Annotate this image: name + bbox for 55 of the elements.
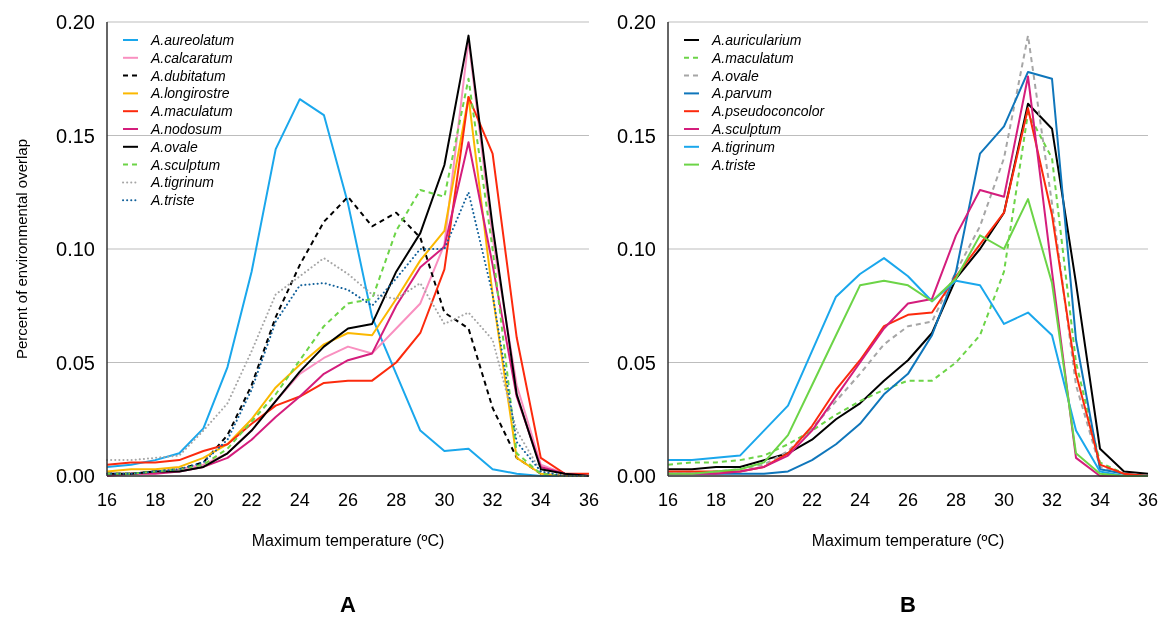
x-tick-label: 18 <box>705 490 727 510</box>
x-tick-label: 26 <box>897 490 919 510</box>
x-tick-label: 20 <box>193 490 214 510</box>
legend-label: A.sculptum <box>150 156 221 173</box>
legend-label: A.longirostre <box>150 85 230 102</box>
x-axis-title: Maximum temperature (ºC) <box>811 532 1005 549</box>
x-tick-label: 16 <box>96 490 118 510</box>
legend-label: A.maculatum <box>711 49 795 66</box>
x-tick-label: 36 <box>578 490 600 510</box>
legend-label: A.ovale <box>711 67 759 84</box>
legend-label: A.aureolatum <box>150 31 235 48</box>
x-tick-label: 24 <box>849 490 871 510</box>
text: B <box>900 592 916 617</box>
legend-label: A.nodosum <box>150 120 223 137</box>
x-tick-label: 24 <box>289 490 310 510</box>
y-tick-label: 0.10 <box>56 238 95 260</box>
x-tick-label: 16 <box>657 490 679 510</box>
x-tick-label: 32 <box>482 490 503 510</box>
y-axis-title: Percent of environmental overlap <box>13 138 30 360</box>
legend-label: A.pseudoconcolor <box>711 103 826 120</box>
x-tick-label: 36 <box>1137 490 1159 510</box>
x-tick-label: 22 <box>801 490 823 510</box>
y-tick-label: 0.20 <box>617 11 656 33</box>
y-tick-label: 0.15 <box>617 124 656 147</box>
x-tick-label: 32 <box>1041 490 1063 510</box>
y-tick-label: 0.20 <box>56 11 95 33</box>
y-tick-label: 0.15 <box>56 124 95 147</box>
legend-label: A.calcaratum <box>150 49 234 66</box>
x-tick-label: 20 <box>753 490 775 510</box>
legend-label: A.dubitatum <box>150 67 227 84</box>
y-tick-label: 0.00 <box>617 465 656 487</box>
x-tick-label: 34 <box>1089 490 1111 510</box>
x-tick-label: 18 <box>145 490 166 510</box>
x-tick-label: 30 <box>434 490 455 510</box>
y-tick-label: 0.00 <box>56 465 95 487</box>
x-tick-label: 26 <box>337 490 359 510</box>
text: A <box>340 592 357 617</box>
legend-label: A.ovale <box>150 138 198 155</box>
legend-label: A.sculptum <box>711 120 782 137</box>
legend-label: A.auricularium <box>711 31 802 48</box>
legend-label: A.parvum <box>711 85 773 102</box>
legend-label: A.triste <box>711 156 756 173</box>
legend-label: A.tigrinum <box>711 138 776 155</box>
x-tick-label: 22 <box>241 490 262 510</box>
y-tick-label: 0.10 <box>617 238 656 260</box>
legend-label: A.maculatum <box>150 103 234 120</box>
x-tick-label: 34 <box>530 490 551 510</box>
y-tick-label: 0.05 <box>56 351 95 374</box>
legend-label: A.tigrinum <box>150 174 215 191</box>
x-tick-label: 28 <box>386 490 407 510</box>
y-tick-label: 0.05 <box>617 351 656 374</box>
legend-label: A.triste <box>150 192 195 209</box>
x-axis-title: Maximum temperature (ºC) <box>251 532 445 549</box>
x-tick-label: 30 <box>993 490 1015 510</box>
x-tick-label: 28 <box>945 490 967 510</box>
